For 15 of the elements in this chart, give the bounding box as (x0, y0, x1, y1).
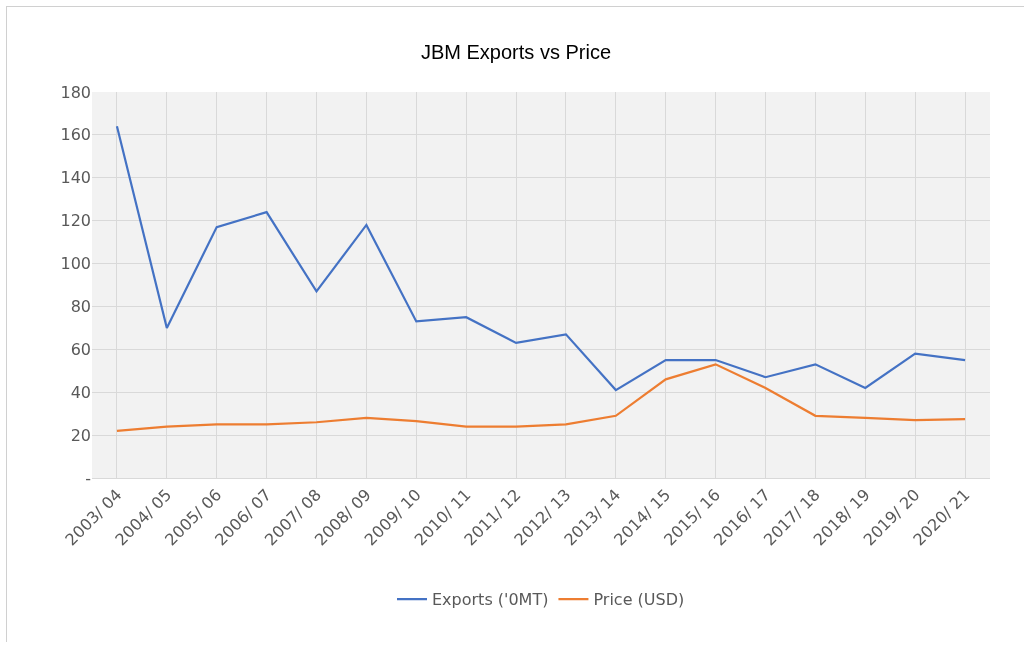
y-tick-label: 120 (60, 211, 91, 231)
y-tick-label: 160 (60, 125, 91, 145)
y-tick-label: 60 (70, 339, 91, 359)
y-tick-label: 100 (60, 254, 91, 274)
y-tick-label: 20 (70, 425, 91, 445)
line-series (115, 125, 967, 392)
chart-title: JBM Exports vs Price (420, 41, 612, 64)
y-tick-label: 140 (60, 168, 91, 188)
y-tick-label: - (85, 468, 91, 488)
legend-label: Price (USD) (593, 590, 685, 610)
y-tick-label: 180 (60, 82, 91, 102)
y-tick-label: 80 (70, 297, 91, 317)
legend-label: Exports ('0MT) (432, 590, 549, 610)
line-series (115, 363, 967, 432)
y-tick-label: 40 (70, 382, 91, 402)
